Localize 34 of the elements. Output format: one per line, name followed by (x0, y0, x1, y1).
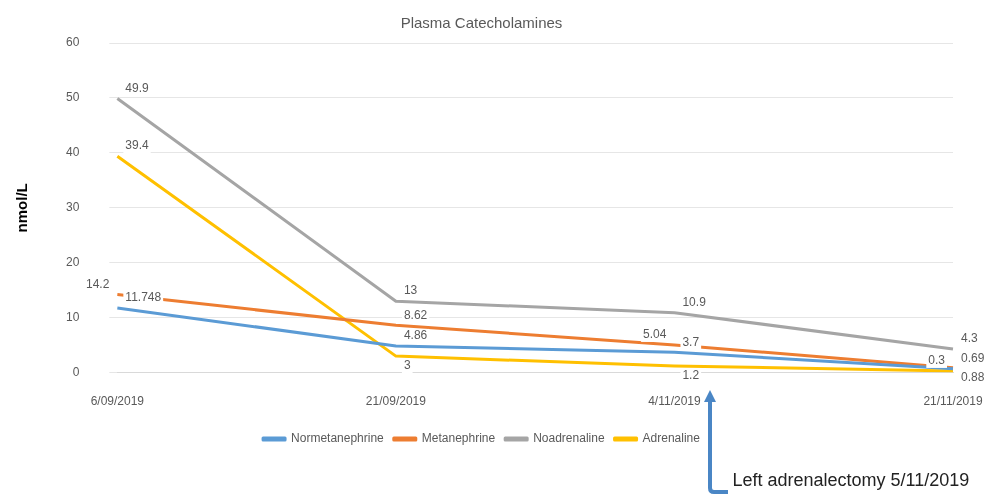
y-tick-label: 60 (65, 35, 80, 50)
x-tick-label: 4/11/2019 (648, 394, 702, 409)
y-tick-label: 20 (65, 255, 80, 270)
data-label: 0.69 (961, 351, 985, 366)
data-label: 11.748 (125, 290, 162, 305)
data-label: 4.3 (961, 331, 979, 346)
data-label: 39.4 (125, 138, 150, 153)
y-axis-title: nmol/L (13, 183, 31, 233)
x-tick-label: 6/09/2019 (90, 394, 145, 409)
data-label: 5.04 (643, 327, 667, 342)
x-tick-label: 21/11/2019 (923, 394, 983, 409)
text: Left adrenalectomy 5/11/2019 (732, 470, 970, 491)
data-label: 3 (403, 358, 411, 373)
data-label: 0.88 (961, 370, 985, 385)
data-label: 13 (403, 283, 418, 298)
y-tick-label: 50 (65, 90, 80, 105)
data-label: 8.62 (403, 307, 428, 322)
legend-label: Metanephrine (421, 431, 496, 446)
data-label: 4.86 (403, 328, 428, 343)
legend-label: Adrenaline (642, 431, 701, 446)
data-label: 3.7 (682, 334, 700, 349)
y-tick-label: 0 (72, 364, 80, 379)
legend-label: Normetanephrine (291, 431, 385, 446)
data-label: 14.2 (85, 276, 110, 291)
x-tick-label: 21/09/2019 (365, 394, 427, 409)
data-label: 49.9 (125, 80, 150, 95)
data-label: 1.2 (682, 368, 700, 383)
legend-label: Noadrenaline (533, 431, 605, 446)
y-tick-label: 30 (65, 200, 80, 215)
data-label: 10.9 (682, 295, 707, 310)
y-tick-label: 40 (65, 145, 80, 160)
data-label: 0.3 (928, 353, 946, 368)
y-tick-label: 10 (65, 309, 80, 324)
chart-title: Plasma Catecholamines (400, 14, 563, 32)
